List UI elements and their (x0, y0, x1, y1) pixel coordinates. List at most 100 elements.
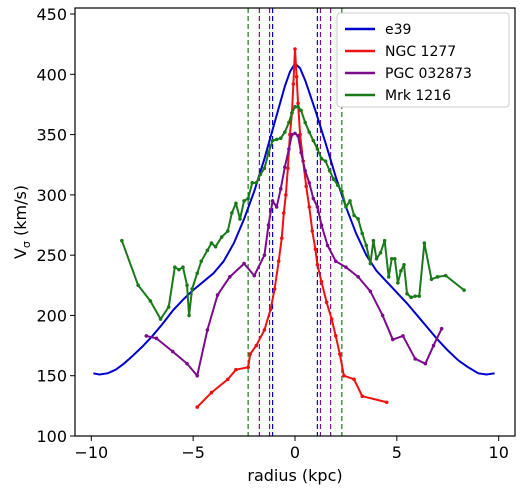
data-point (293, 105, 297, 109)
legend-label-pgc-032873: PGC 032873 (385, 66, 472, 82)
data-point (281, 211, 286, 215)
data-point (315, 205, 320, 209)
data-point (283, 165, 287, 169)
data-point (352, 213, 356, 218)
data-point (315, 263, 320, 267)
legend-items: e39 NGC 1277 PGC 032873 Mrk 1216 (345, 22, 472, 104)
data-point (393, 256, 397, 261)
data-point (401, 334, 405, 338)
data-point (287, 147, 291, 151)
data-point (368, 289, 373, 294)
data-point (333, 259, 338, 263)
data-point (399, 269, 403, 273)
x-tick-label: −10 (74, 443, 108, 462)
y-tick-label: 300 (36, 186, 67, 205)
data-point (390, 337, 395, 342)
data-point (185, 283, 189, 288)
data-series (93, 47, 495, 409)
data-point (228, 275, 232, 279)
data-point (173, 265, 177, 270)
data-point (242, 199, 246, 203)
x-tick-label: 10 (489, 443, 509, 462)
y-tick-label: 400 (36, 65, 67, 84)
data-point (417, 294, 422, 298)
y-tick-label: 350 (36, 126, 67, 145)
data-point (423, 361, 428, 366)
data-point (290, 111, 294, 115)
data-point (185, 361, 189, 366)
data-point (258, 172, 263, 177)
data-point (252, 273, 257, 278)
data-point (303, 168, 307, 173)
y-tick-label: 200 (36, 306, 67, 325)
data-point (382, 238, 387, 243)
data-point (310, 229, 315, 233)
data-point (177, 267, 181, 272)
data-point (389, 256, 394, 261)
data-point (272, 287, 277, 291)
x-axis-ticks: −10 −5 0 5 10 (74, 436, 509, 462)
data-point (274, 137, 279, 142)
data-point (120, 238, 124, 243)
data-point (158, 317, 163, 321)
data-point (435, 275, 440, 279)
data-point (287, 120, 291, 125)
data-point (148, 299, 153, 303)
data-point (313, 247, 318, 251)
data-point (319, 156, 324, 161)
data-point (311, 196, 316, 201)
series-pgc-032873 (144, 131, 444, 378)
data-point (299, 108, 303, 113)
data-point (304, 184, 309, 189)
legend: e39 NGC 1277 PGC 032873 Mrk 1216 (336, 12, 510, 108)
data-point (225, 229, 230, 233)
legend-frame (336, 12, 510, 108)
data-point (360, 394, 365, 399)
x-tick-label: 5 (392, 443, 402, 462)
data-point (299, 150, 303, 155)
data-point (296, 105, 300, 109)
data-point (230, 211, 234, 215)
y-axis-label-subscript: σ (20, 241, 33, 248)
data-point (213, 244, 218, 249)
data-point (266, 150, 271, 155)
data-point (378, 250, 383, 255)
data-point (278, 136, 283, 141)
data-point (356, 217, 360, 221)
data-point (166, 305, 171, 309)
y-tick-label: 100 (36, 427, 67, 446)
data-point (384, 400, 389, 405)
data-point (190, 287, 194, 291)
data-point (329, 317, 334, 321)
data-point (340, 189, 344, 194)
data-point (270, 199, 275, 203)
data-point (279, 236, 284, 241)
data-point (268, 307, 273, 312)
data-point (462, 288, 466, 292)
data-point (413, 357, 417, 361)
data-point (144, 334, 149, 338)
data-point (234, 201, 238, 206)
data-point (286, 166, 290, 171)
y-axis-ticks: 100 150 200 250 300 350 400 450 (36, 5, 75, 446)
series-line-pgc-032873 (146, 132, 443, 377)
data-point (154, 336, 159, 341)
series-e39 (93, 62, 495, 376)
data-point (250, 181, 255, 185)
data-point (429, 277, 434, 282)
data-point (338, 352, 342, 356)
data-point (270, 138, 275, 143)
data-point (364, 243, 369, 248)
data-point (283, 130, 287, 134)
data-point (319, 279, 324, 284)
x-axis-label: radius (kpc) (247, 466, 342, 485)
y-tick-label: 450 (36, 5, 67, 24)
data-point (262, 328, 267, 332)
data-point (348, 199, 352, 203)
data-point (215, 293, 220, 297)
data-point (254, 343, 259, 348)
data-point (238, 217, 242, 221)
data-point (246, 365, 250, 370)
